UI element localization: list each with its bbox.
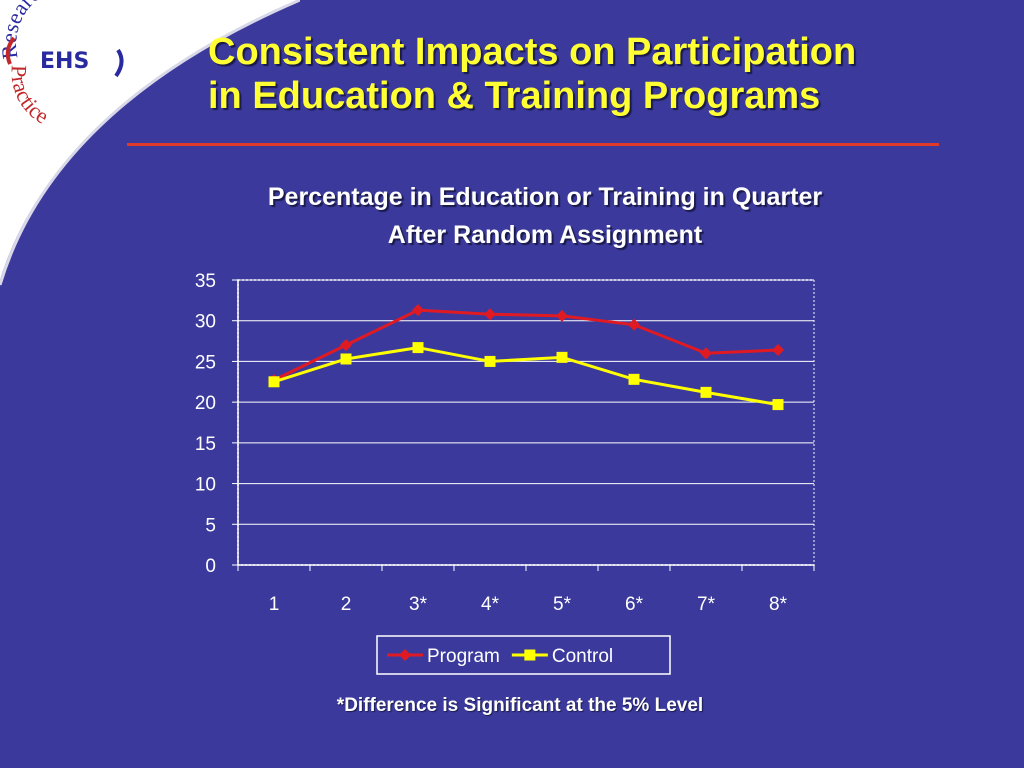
- y-tick-label: 15: [195, 434, 216, 455]
- control-point: [340, 353, 352, 365]
- control-point: [484, 355, 496, 367]
- chart-title-line2: After Random Assignment: [387, 221, 703, 249]
- slide-title-line2: in Education & Training Programs: [208, 75, 821, 117]
- logo-left-bracket: [5, 36, 16, 65]
- control-point: [700, 386, 712, 398]
- control-point: [556, 351, 568, 363]
- control-point: [268, 376, 280, 388]
- y-tick-label: 0: [205, 556, 216, 577]
- legend-program-label: Program: [427, 646, 500, 667]
- control-point: [628, 373, 640, 385]
- y-tick-label: 35: [195, 271, 216, 292]
- logo: Research EHS Practice: [0, 0, 300, 286]
- logo-arc: [0, 0, 300, 286]
- x-tick-label: 3*: [409, 594, 428, 615]
- logo-middle-text: EHS: [40, 49, 89, 74]
- y-tick-label: 20: [195, 393, 216, 414]
- x-tick-label: 4*: [481, 594, 500, 615]
- control-point: [772, 399, 784, 411]
- program-point: [556, 309, 568, 322]
- title-divider: [127, 143, 939, 146]
- x-tick-label: 2: [341, 594, 352, 615]
- x-tick-label: 5*: [553, 594, 572, 615]
- program-point: [628, 318, 640, 331]
- chart-title: Percentage in Education or Training in Q…: [150, 178, 940, 254]
- slide-title: Consistent Impacts on Participation in E…: [208, 30, 1008, 118]
- program-series-line: [273, 308, 779, 382]
- control-series-line: [273, 346, 779, 407]
- chart-title-line1: Percentage in Education or Training in Q…: [267, 183, 823, 211]
- x-tick-label: 8*: [769, 594, 788, 615]
- logo-right-bracket: [114, 48, 124, 78]
- control-point: [412, 342, 424, 354]
- x-tick-label: 1: [269, 594, 280, 615]
- legend-program-marker: [399, 649, 411, 661]
- logo-background: [0, 0, 300, 280]
- program-point: [340, 339, 352, 352]
- plot-area-frame: [237, 279, 815, 566]
- legend-control-marker: [524, 649, 536, 661]
- footnote: *Difference is Significant at the 5% Lev…: [336, 695, 704, 716]
- slide-title-line1: Consistent Impacts on Participation: [208, 31, 857, 73]
- y-tick-label: 30: [195, 312, 216, 333]
- x-tick-label: 6*: [625, 594, 644, 615]
- y-tick-label: 5: [205, 515, 216, 536]
- y-tick-label: 10: [195, 475, 216, 496]
- program-point: [700, 347, 712, 360]
- x-tick-label: 7*: [697, 594, 716, 615]
- program-point: [484, 308, 496, 321]
- program-point: [772, 344, 784, 357]
- y-tick-label: 25: [195, 352, 216, 373]
- program-point: [412, 304, 424, 317]
- legend-control-label: Control: [552, 646, 613, 667]
